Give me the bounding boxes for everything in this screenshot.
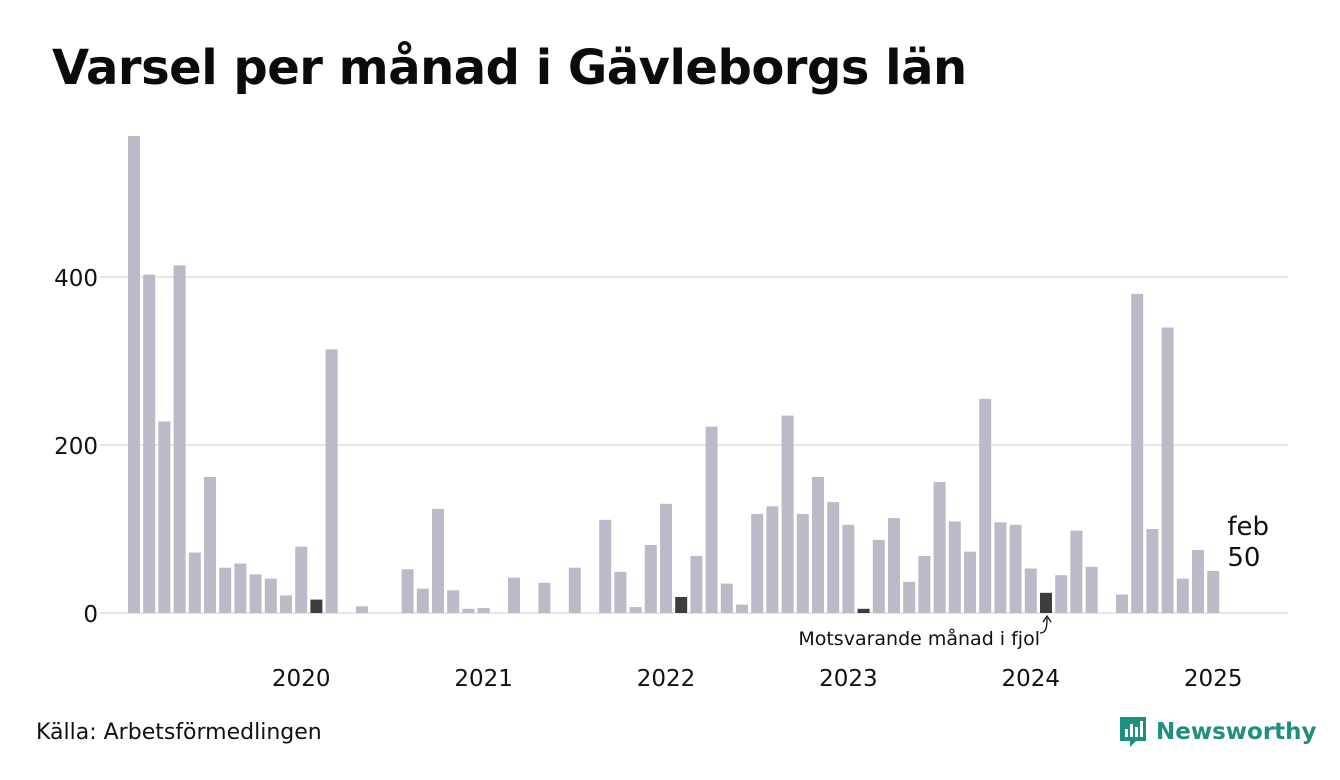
bar	[1009, 524, 1022, 613]
bar	[1116, 594, 1128, 613]
bar	[629, 607, 642, 613]
bar	[979, 398, 992, 613]
bar	[188, 552, 201, 613]
bar	[751, 513, 764, 613]
annotation-arrowhead	[1042, 614, 1052, 623]
bar	[204, 477, 216, 613]
bar	[1085, 566, 1098, 613]
bar	[173, 265, 186, 613]
bar	[1070, 530, 1083, 613]
bar-highlight	[1040, 592, 1052, 613]
bar	[477, 608, 490, 613]
source-note: Källa: Arbetsförmedlingen	[36, 720, 322, 745]
bar	[614, 571, 627, 613]
brand[interactable]: Newsworthy	[1118, 714, 1317, 750]
bar	[1161, 327, 1174, 613]
x-tick-label: 2021	[454, 666, 513, 692]
bar	[842, 524, 855, 613]
current-value-label: 50	[1227, 543, 1260, 573]
annotation-arrow	[1039, 617, 1048, 634]
bar	[1146, 529, 1159, 613]
bar	[1207, 571, 1220, 613]
bar	[933, 482, 946, 613]
bar	[462, 608, 475, 613]
bar	[508, 577, 520, 613]
bar	[736, 604, 748, 613]
x-tick-label: 2024	[1002, 666, 1061, 692]
bar	[948, 521, 961, 613]
bar	[325, 349, 338, 613]
brand-name: Newsworthy	[1156, 719, 1317, 745]
bar	[234, 563, 247, 613]
bar	[295, 546, 308, 613]
axis-labels: 02004002020202120222023202420252026feb50…	[54, 266, 1269, 692]
bar	[766, 506, 779, 613]
bar-highlight	[675, 597, 688, 613]
bar	[158, 421, 171, 613]
bar	[994, 522, 1007, 613]
bar	[964, 551, 976, 613]
bar	[538, 582, 551, 613]
bar	[280, 595, 292, 613]
bar	[705, 426, 718, 613]
bar	[356, 606, 368, 613]
bar	[812, 477, 824, 613]
bar	[781, 415, 794, 613]
current-month-label: feb	[1227, 512, 1269, 542]
bar	[264, 578, 277, 613]
bar	[447, 590, 460, 613]
bar	[1176, 578, 1189, 613]
bar	[128, 136, 140, 613]
bar	[1131, 293, 1144, 613]
bar	[644, 545, 657, 613]
bar	[827, 502, 840, 613]
bar	[720, 583, 733, 613]
bar	[432, 508, 444, 613]
annotation-label: Motsvarande månad i fjol	[798, 627, 1040, 650]
bars	[128, 136, 1220, 613]
bar	[1024, 568, 1037, 613]
bar-highlight	[857, 608, 870, 613]
bar	[903, 581, 916, 613]
bar	[416, 588, 429, 613]
bar	[660, 503, 672, 613]
x-tick-label: 2020	[272, 666, 331, 692]
chart-title: Varsel per månad i Gävleborgs län	[52, 40, 967, 96]
bar	[872, 539, 885, 613]
y-tick-label: 400	[54, 266, 98, 292]
y-tick-label: 0	[83, 602, 98, 628]
bar	[568, 567, 581, 613]
bar	[401, 569, 414, 613]
bar	[1055, 575, 1068, 613]
y-tick-label: 200	[54, 434, 98, 460]
bar	[1192, 550, 1204, 613]
bar	[143, 274, 156, 613]
bar	[599, 519, 612, 613]
bar	[796, 513, 809, 613]
newsworthy-logo-icon	[1120, 717, 1146, 747]
bar-highlight	[310, 599, 323, 613]
bar	[918, 555, 931, 613]
x-tick-label: 2023	[819, 666, 878, 692]
bar	[249, 574, 262, 613]
x-tick-label: 2022	[637, 666, 696, 692]
bar	[690, 555, 703, 613]
x-tick-label: 2025	[1184, 666, 1243, 692]
bar	[219, 567, 232, 613]
bar	[888, 518, 900, 613]
